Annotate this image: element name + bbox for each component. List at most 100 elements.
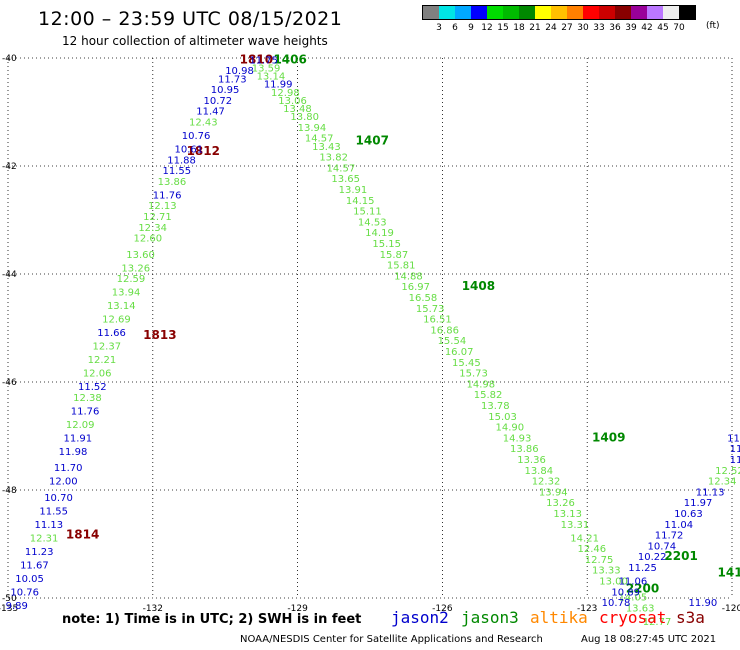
wave-height-value: 11.47 xyxy=(196,107,225,118)
wave-height-value: 14.05 xyxy=(619,593,648,604)
wave-height-value: 12.00 xyxy=(49,477,78,488)
generated-timestamp: Aug 18 08:27:45 UTC 2021 xyxy=(581,634,717,645)
color-swatch xyxy=(567,6,583,19)
wave-height-value: 13.78 xyxy=(481,401,510,412)
y-tick-label: -40 xyxy=(2,54,17,64)
wave-height-value: 11.13 xyxy=(696,487,725,498)
color-scale-label: 6 xyxy=(452,23,458,33)
color-scale-label: 70 xyxy=(673,23,685,33)
wave-height-value: 13.48 xyxy=(283,104,312,115)
wave-height-value: 11.75 xyxy=(249,55,278,66)
color-scale-label: 33 xyxy=(593,23,605,33)
wave-height-value: 13.94 xyxy=(112,288,141,299)
pass-time-label: 1410 xyxy=(718,565,740,579)
y-tick-label: -42 xyxy=(2,162,17,172)
wave-height-value: 11.76 xyxy=(71,406,100,417)
wave-height-value: 12.31 xyxy=(30,533,59,544)
wave-height-value: 16.86 xyxy=(430,325,459,336)
color-scale-label: 21 xyxy=(529,23,541,33)
color-scale-label: 12 xyxy=(481,23,493,33)
wave-height-value: 11.55 xyxy=(162,166,191,177)
color-scale-label: 42 xyxy=(641,23,653,33)
x-tick-label: -123 xyxy=(577,604,597,614)
wave-height-value: 11 xyxy=(727,433,740,444)
x-tick-label: -132 xyxy=(143,604,163,614)
wave-height-value: 12.60 xyxy=(133,234,162,245)
pass-time-label: 1408 xyxy=(462,279,495,293)
chart-subtitle: 12 hour collection of altimeter wave hei… xyxy=(62,34,328,48)
x-tick-label: -129 xyxy=(287,604,308,614)
wave-height-value: 13.26 xyxy=(121,263,150,274)
wave-height-value: 13.26 xyxy=(546,498,575,509)
credit-text: NOAA/NESDIS Center for Satellite Applica… xyxy=(240,634,543,645)
wave-height-value: 11.99 xyxy=(264,80,293,91)
wave-height-value: 10.22 xyxy=(638,552,667,563)
wave-height-value: 13.43 xyxy=(312,142,341,153)
wave-height-value: 10.61 xyxy=(175,145,204,156)
y-tick-label: -44 xyxy=(2,270,17,280)
wave-height-value: 11.25 xyxy=(628,563,657,574)
y-tick-label: -50 xyxy=(2,594,17,604)
color-scale-label: 18 xyxy=(513,23,525,33)
legend-jason3: jason3 xyxy=(461,608,519,627)
wave-height-value: 14.57 xyxy=(327,163,356,174)
wave-height-value: 13.82 xyxy=(319,153,348,164)
wave-height-value: 13.33 xyxy=(592,566,621,577)
color-swatch xyxy=(599,6,615,19)
wave-height-value: 10.05 xyxy=(15,574,44,585)
wave-height-value: 15.73 xyxy=(416,304,445,315)
wave-height-value: 11.67 xyxy=(20,560,49,571)
wave-height-value: 15.81 xyxy=(387,261,416,272)
wave-height-value: 13.94 xyxy=(298,123,327,134)
color-scale-label: 39 xyxy=(625,23,637,33)
color-swatch xyxy=(583,6,599,19)
color-swatch xyxy=(535,6,551,19)
wave-height-value: 13.80 xyxy=(290,112,319,123)
wave-height-value: 12.71 xyxy=(143,212,172,223)
wave-height-value: 13.06 xyxy=(278,96,307,107)
wave-height-value: 16.51 xyxy=(423,315,452,326)
wave-height-value: 11.88 xyxy=(167,155,196,166)
wave-height-value: 15.73 xyxy=(459,369,488,380)
color-swatch xyxy=(503,6,519,19)
wave-height-value: 13.13 xyxy=(553,509,582,520)
footer-note: note: 1) Time is in UTC; 2) SWH is in fe… xyxy=(62,612,362,627)
wave-height-value: 14.88 xyxy=(394,271,423,282)
wave-height-value: 10.72 xyxy=(203,96,232,107)
wave-height-value: 12.69 xyxy=(102,315,131,326)
color-swatch xyxy=(439,6,455,19)
wave-height-value: 12.43 xyxy=(189,118,218,129)
wave-height-value: 13.00 xyxy=(599,577,628,588)
pass-time-label: 2200 xyxy=(626,582,659,596)
wave-height-value: 13.86 xyxy=(158,177,187,188)
wave-height-value: 16.97 xyxy=(401,282,430,293)
color-scale-swatches xyxy=(422,5,696,20)
pass-time-label: 1407 xyxy=(356,133,389,147)
wave-height-value: 10.63 xyxy=(674,509,703,520)
wave-height-value: 11.73 xyxy=(218,74,247,85)
wave-height-value: 12.06 xyxy=(83,369,112,380)
color-swatch xyxy=(551,6,567,19)
wave-height-value: 14.53 xyxy=(358,217,387,228)
wave-height-value: 12.75 xyxy=(585,555,614,566)
legend-cryosat: cryosat xyxy=(599,608,667,627)
wave-height-value: 11.04 xyxy=(664,520,693,531)
pass-time-label: 1409 xyxy=(592,430,625,444)
color-scale-label: 9 xyxy=(468,23,474,33)
pass-time-label: 1812 xyxy=(187,144,220,158)
color-scale-label: 36 xyxy=(609,23,621,33)
wave-height-value: 12.13 xyxy=(148,201,177,212)
wave-height-value: 16.58 xyxy=(409,293,438,304)
wave-height-value: 14.19 xyxy=(365,228,394,239)
wave-height-value: 15.15 xyxy=(372,239,401,250)
x-tick-label: -126 xyxy=(432,604,453,614)
color-swatch xyxy=(615,6,631,19)
wave-height-value: 13.14 xyxy=(107,301,136,312)
wave-height-value: 12.34 xyxy=(708,477,737,488)
wave-height-value: 11.6 xyxy=(730,444,740,455)
wave-height-value: 13.91 xyxy=(339,185,368,196)
wave-height-value: 13.86 xyxy=(510,444,539,455)
color-swatch xyxy=(679,6,695,19)
wave-height-value: 12.38 xyxy=(73,393,102,404)
wave-height-value: 11.76 xyxy=(153,190,182,201)
